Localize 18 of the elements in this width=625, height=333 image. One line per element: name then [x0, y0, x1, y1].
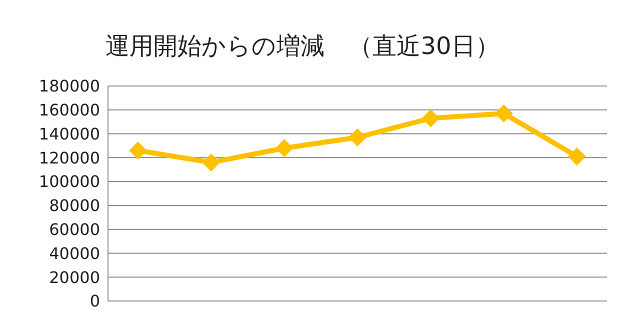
y-tick-label: 80000 — [49, 196, 100, 216]
chart-title: 運用開始からの増減 （直近30日） — [106, 32, 500, 60]
y-tick-label: 40000 — [49, 244, 100, 263]
y-tick-label: 160000 — [38, 100, 100, 120]
point — [348, 128, 366, 146]
point — [129, 142, 147, 160]
y-tick-label: 20000 — [49, 268, 100, 287]
point — [494, 104, 513, 122]
point — [202, 153, 220, 172]
point — [275, 139, 294, 158]
point — [422, 109, 440, 128]
y-tick-label: 140000 — [38, 124, 100, 144]
y-tick-label: 60000 — [49, 220, 100, 240]
y-tick-label: 180000 — [38, 76, 100, 96]
point — [568, 147, 586, 166]
y-tick-label: 100000 — [38, 172, 100, 192]
y-tick-label: 120000 — [38, 148, 100, 168]
y-tick-label: 0 — [90, 292, 100, 311]
